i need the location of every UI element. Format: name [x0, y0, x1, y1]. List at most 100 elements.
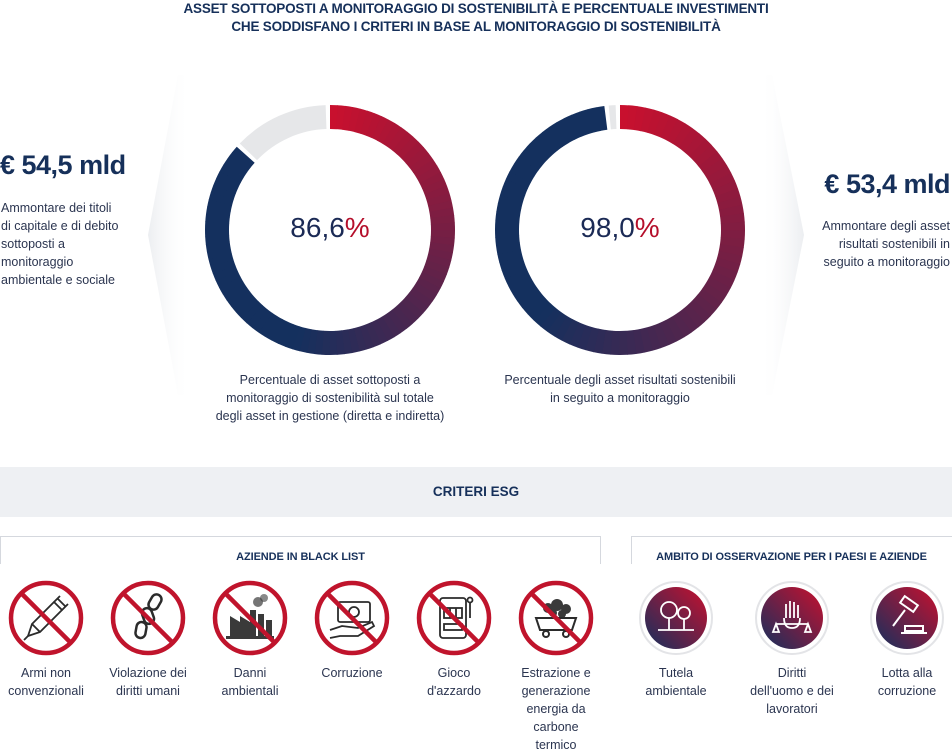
- donut-value-segment: [639, 327, 654, 353]
- donut-value-segment: [321, 330, 330, 355]
- donut-value-segment: [717, 196, 743, 211]
- donut-2-caption-line: in seguito a monitoraggio: [550, 391, 690, 405]
- donut-value-segment: [702, 282, 727, 303]
- donut-value-segment: [252, 309, 273, 333]
- donut-value-segment: [640, 107, 655, 133]
- left-desc-line: ambientale e sociale: [1, 273, 115, 287]
- left-panel-shade: [148, 75, 190, 395]
- donut-remainder-slice: [608, 105, 617, 130]
- missile-icon: [8, 580, 84, 656]
- donut-value-segment: [527, 298, 551, 321]
- donut-value-segment: [429, 242, 455, 254]
- slot-machine-icon: [416, 580, 492, 656]
- donut-value-segment: [376, 119, 396, 144]
- donut-value-segment: [426, 192, 452, 207]
- observation-label-corruzione: Lotta alla corruzione: [852, 664, 952, 700]
- donut-value-segment: [497, 249, 523, 263]
- donut-1-value: 86,6: [290, 212, 345, 243]
- donut-value-segment: [632, 328, 645, 354]
- donut-value-segment: [409, 287, 433, 308]
- donut-value-segment: [499, 256, 525, 271]
- donut-value-segment: [688, 299, 712, 323]
- donut-value-segment: [495, 235, 520, 247]
- donut-value-segment: [595, 105, 608, 131]
- donut-value-segment: [718, 204, 744, 217]
- donut-value-segment: [666, 119, 686, 144]
- donut-value-segment: [277, 321, 294, 347]
- donut-value-segment: [620, 105, 630, 130]
- donut-value-segment: [429, 207, 455, 219]
- donut-value-segment: [561, 319, 580, 345]
- donut-value-segment: [360, 110, 375, 136]
- donut-value-segment: [370, 319, 388, 345]
- donut-2-caption: Percentuale degli asset risultati sosten…: [480, 371, 760, 407]
- donut-value-segment: [563, 114, 582, 140]
- label-line: dell'uomo e dei: [750, 684, 834, 698]
- blacklist-label-danni: Danni ambientali: [195, 664, 305, 700]
- label-line: Corruzione: [321, 666, 383, 680]
- label-line: Armi non: [20, 666, 72, 680]
- donut-value-segment: [382, 123, 402, 148]
- donut-value-segment: [348, 107, 361, 133]
- label-line: Violazione dei: [109, 666, 187, 680]
- donut-value-segment: [697, 288, 722, 310]
- donut-value-segment: [215, 270, 241, 288]
- label-line: Tutela: [658, 666, 694, 680]
- donut-value-segment: [672, 123, 693, 148]
- donut-value-segment: [391, 305, 413, 329]
- title-line-2: CHE SODDISFANO I CRITERI IN BASE AL MONI…: [231, 19, 721, 34]
- donut-value-segment: [371, 116, 389, 141]
- donut-value-segment: [523, 143, 548, 166]
- esg-criteria-banner: CRITERI ESG: [0, 467, 952, 517]
- donut-value-segment: [405, 147, 429, 169]
- donut-value-slice: [495, 105, 745, 355]
- donut-value-segment: [207, 199, 233, 212]
- donut-remainder-slice: [239, 105, 327, 161]
- label-line: carbone: [533, 720, 579, 734]
- left-description: Ammontare dei titoli di capitale e di de…: [1, 199, 141, 289]
- donut-value-segment: [497, 194, 524, 209]
- donut-value-segment: [495, 228, 520, 238]
- donut-value-segment: [396, 301, 419, 325]
- donut-1-caption: Percentuale di asset sottoposti a monito…: [190, 371, 470, 425]
- donut-value-segment: [683, 304, 705, 328]
- label-line: diritti umani: [116, 684, 180, 698]
- donut-value-segment: [683, 133, 706, 157]
- label-line: convenzionali: [8, 684, 84, 698]
- donut-value-segment: [205, 241, 231, 253]
- label-line: termico: [535, 738, 577, 752]
- left-desc-line: di capitale e di debito: [1, 219, 119, 233]
- donut-value-segment: [354, 108, 368, 134]
- donut-value-segment: [593, 328, 606, 354]
- donut-value-segment: [409, 152, 434, 174]
- donut-value-segment: [504, 269, 530, 287]
- donut-value-segment: [223, 158, 248, 178]
- donut-value-segment: [495, 219, 520, 230]
- donut-value-segment: [529, 137, 553, 161]
- donut-value-segment: [427, 248, 453, 261]
- donut-value-segment: [571, 111, 588, 137]
- donut-value-segment: [381, 313, 401, 338]
- donut-value-segment: [647, 109, 663, 135]
- donut-value-segment: [330, 105, 339, 130]
- donut-value-segment: [548, 122, 569, 147]
- donut-value-segment: [430, 222, 455, 231]
- left-desc-line: sottoposti a: [1, 237, 65, 251]
- donut-value-segment: [342, 105, 354, 131]
- observation-title: AMBITO DI OSSERVAZIONE PER I PAESI E AZI…: [656, 551, 927, 563]
- donut-value-segment: [652, 322, 670, 349]
- donut-value-segment: [227, 152, 251, 173]
- label-line: Danni: [233, 666, 267, 680]
- donut-value-segment: [535, 131, 558, 156]
- donut-value-segment: [542, 126, 563, 152]
- coal-cart-icon: [518, 580, 594, 656]
- donut-value-segment: [705, 276, 731, 296]
- donut-value-segment: [646, 325, 662, 351]
- donut-value-segment: [569, 322, 586, 348]
- label-line: Lotta alla: [881, 666, 933, 680]
- label-line: generazione: [521, 684, 591, 698]
- donut-value-segment: [509, 163, 535, 183]
- donut-1-caption-line: Percentuale di asset sottoposti a: [239, 373, 421, 387]
- donut-value-segment: [671, 312, 692, 338]
- donut-value-segment: [717, 250, 743, 265]
